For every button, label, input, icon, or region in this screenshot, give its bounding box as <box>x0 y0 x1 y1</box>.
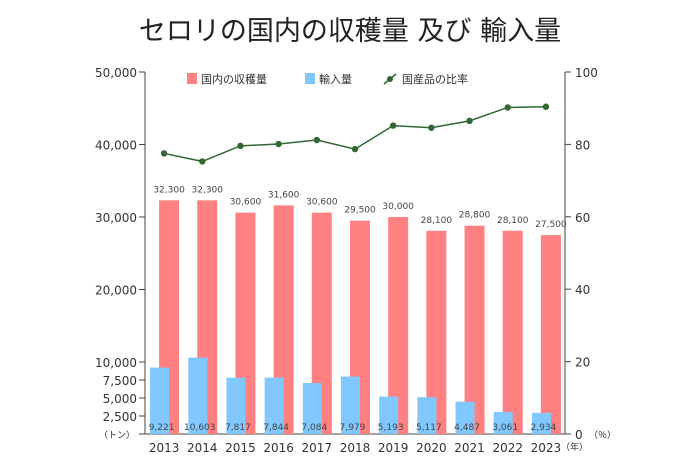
import-bar-label: 5,193 <box>378 423 404 433</box>
x-tick-label: 2022 <box>492 441 523 455</box>
x-axis-labels: 2013 2014 2015 2016 2017 2018 2019 2020 2021 2022… <box>149 441 588 455</box>
domestic-bar-label: 27,500 <box>535 220 567 230</box>
import-bar <box>264 377 284 434</box>
import-bar-label: 7,817 <box>225 423 251 433</box>
ratio-line-path <box>163 106 546 163</box>
right-axis-unit: （％） <box>589 430 616 441</box>
domestic-bar-label: 28,800 <box>459 211 491 221</box>
ratio-point <box>389 122 397 129</box>
import-bar <box>455 401 475 434</box>
import-bar-label: 7,844 <box>263 423 289 433</box>
ratio-point <box>542 103 550 110</box>
legend-point-ratio <box>387 76 393 82</box>
domestic-bar <box>388 217 409 434</box>
ratio-point <box>351 145 359 153</box>
right-tick-label: 60 <box>575 211 590 225</box>
left-tick-label: 10,000 <box>95 356 137 370</box>
x-tick-label: 2014 <box>187 441 218 455</box>
ratio-point <box>237 142 244 150</box>
import-bar <box>302 382 322 434</box>
ratio-point <box>504 104 511 111</box>
right-tick-label: 20 <box>575 356 590 370</box>
left-axis-unit: （トン） <box>99 430 135 441</box>
import-bar-label: 2,934 <box>531 423 557 433</box>
legend-label-import: 輸入量 <box>319 72 352 86</box>
legend: 国内の収穫量 輸入量 国産品の比率 <box>187 72 468 86</box>
domestic-harvest-bars: 32,300 32,300 30,600 31,600 30,600 29,500 30,0… <box>153 185 567 434</box>
domestic-bar-label: 30,600 <box>306 198 338 208</box>
import-bar <box>379 396 399 434</box>
ratio-point <box>313 136 321 144</box>
chart-title: セロリの国内の収穫量 及び 輸入量 <box>139 16 561 47</box>
domestic-bar <box>502 230 523 434</box>
domestic-bar-label: 30,000 <box>382 202 414 212</box>
x-tick-label: 2016 <box>263 441 294 455</box>
ratio-point <box>466 117 473 125</box>
x-tick-label: 2013 <box>149 441 180 455</box>
ratio-point <box>428 124 435 131</box>
domestic-ratio-line <box>160 103 550 165</box>
legend-swatch-import <box>305 73 315 84</box>
left-tick-label: 5,000 <box>103 392 137 406</box>
import-bar-label: 4,487 <box>454 423 480 433</box>
x-tick-label: 2021 <box>454 441 485 455</box>
right-tick-label: 80 <box>575 138 590 152</box>
domestic-bar-label: 32,300 <box>192 185 224 195</box>
legend-label-domestic: 国内の収穫量 <box>201 72 267 86</box>
domestic-bar <box>426 230 447 434</box>
left-tick-label: 40,000 <box>95 139 137 153</box>
right-tick-label: 40 <box>575 283 590 297</box>
import-bar <box>341 376 360 434</box>
left-tick-label: 2,500 <box>103 410 137 424</box>
import-bar <box>150 367 170 434</box>
x-tick-label: 2023 <box>531 441 562 455</box>
import-bar <box>226 377 246 434</box>
import-bar <box>417 397 437 434</box>
legend-label-ratio: 国産品の比率 <box>402 72 468 86</box>
import-bar-label: 9,221 <box>149 423 175 433</box>
left-tick-label: 30,000 <box>95 211 137 225</box>
import-bar-label: 7,084 <box>301 423 327 433</box>
domestic-bar <box>273 205 294 434</box>
x-tick-label: 2019 <box>378 441 409 455</box>
left-tick-label: 20,000 <box>95 284 137 298</box>
import-bar <box>531 412 551 434</box>
axes: 20,000 30,000 40,000 50,000 2,500 5,000 7,500 1… <box>95 66 616 442</box>
import-bar <box>493 411 513 434</box>
import-bar-label: 10,603 <box>184 423 216 433</box>
domestic-bar-label: 28,100 <box>497 216 529 226</box>
domestic-bar-label: 28,100 <box>421 216 453 226</box>
domestic-bar <box>311 212 332 434</box>
ratio-point <box>199 158 206 165</box>
domestic-bar <box>464 225 485 434</box>
domestic-bar-label: 32,300 <box>153 185 185 195</box>
import-bars: 9,221 10,603 7,817 7,844 7,084 7,979 5,193 5,11… <box>149 357 557 434</box>
ratio-point <box>160 150 168 157</box>
x-tick-label: 2020 <box>416 441 447 455</box>
x-tick-label: 2017 <box>302 441 333 455</box>
domestic-bar-label: 31,600 <box>268 190 300 200</box>
legend-swatch-domestic <box>187 73 197 84</box>
import-bar-label: 7,979 <box>340 423 366 433</box>
domestic-bar <box>540 235 561 434</box>
domestic-bar-label: 29,500 <box>344 206 376 216</box>
right-tick-label: 0 <box>575 428 583 442</box>
x-tick-label: 2015 <box>225 441 256 455</box>
import-bar <box>188 357 208 434</box>
left-tick-label: 50,000 <box>95 66 137 80</box>
x-tick-label: 2018 <box>340 441 371 455</box>
right-tick-label: 100 <box>575 66 598 80</box>
ratio-point <box>275 140 282 148</box>
import-bar-label: 3,061 <box>492 423 518 433</box>
x-axis-unit: （年） <box>561 441 588 453</box>
domestic-bar-label: 30,600 <box>230 198 262 208</box>
left-tick-label: 7,500 <box>103 374 137 388</box>
import-bar-label: 5,117 <box>416 423 442 433</box>
